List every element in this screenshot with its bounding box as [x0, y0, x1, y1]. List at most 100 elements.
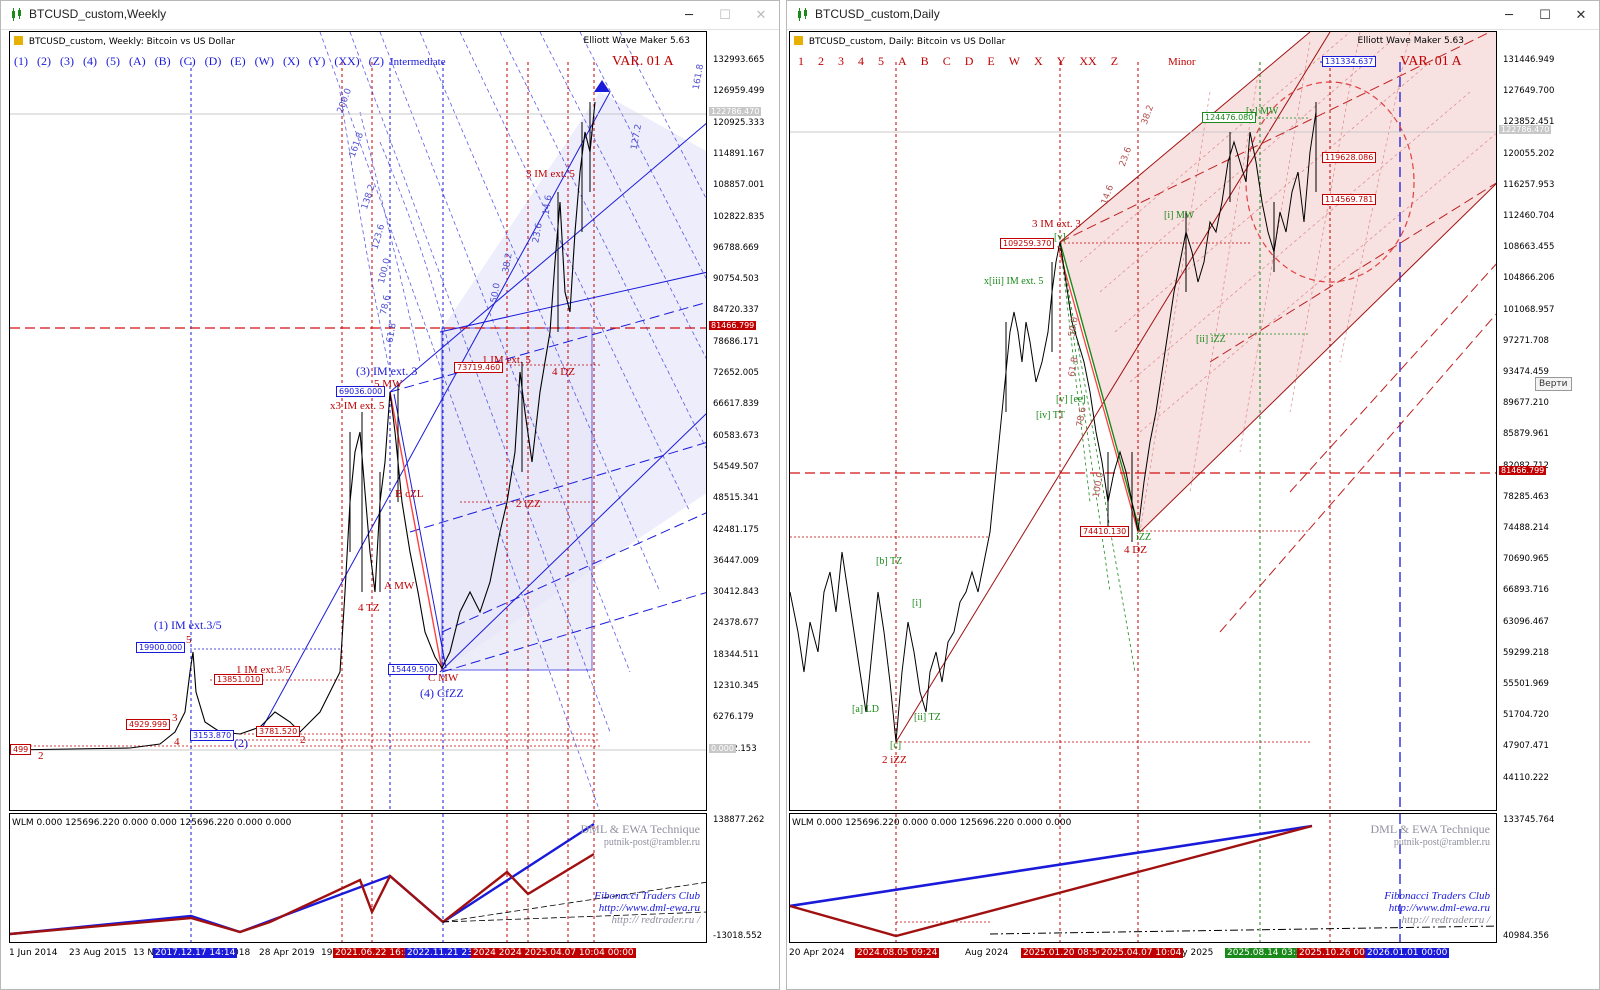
maximize-button[interactable]: ☐	[719, 7, 731, 23]
wave-label: iZZ	[1136, 532, 1151, 543]
wave-label: [i]	[912, 598, 922, 609]
price-tick: 108663.455	[1503, 242, 1555, 253]
price-box: 109259.370	[1000, 238, 1055, 249]
minimize-button[interactable]: ─	[685, 7, 693, 23]
credits-email: putnik-post@rambler.ru	[603, 837, 700, 848]
window-title: BTCUSD_custom,Daily	[815, 7, 940, 21]
wave-button[interactable]: W	[1008, 54, 1021, 68]
wave-label: C MW	[428, 672, 459, 684]
credits-block: DML & EWA Technique putnik-post@rambler.…	[1371, 822, 1490, 848]
wave-button[interactable]: (Z)	[368, 54, 384, 68]
wave-button[interactable]: X	[1034, 54, 1043, 68]
close-button[interactable]: ✕	[1575, 7, 1587, 23]
price-tick: 12310.345	[713, 681, 759, 691]
wave-buttons[interactable]: 1 2 3 4 5 A B C D E W X Y XX Z	[798, 54, 1118, 69]
wave-label: 4	[174, 736, 180, 748]
time-tag: 2021.06.22 16:55	[333, 948, 418, 958]
price-axis[interactable]: 131446.949 127649.700 123852.451 120055.202…	[1499, 31, 1569, 811]
wave-button[interactable]: 4	[858, 54, 864, 68]
tooltip: Верти	[1535, 377, 1572, 391]
wave-label: 2 iZZ	[882, 754, 907, 766]
current-price-tag: 122786.470	[709, 107, 762, 116]
price-tick: 63096.467	[1503, 616, 1549, 627]
daily-chart-canvas[interactable]	[790, 32, 1497, 811]
wave-button[interactable]: C	[942, 54, 951, 68]
wave-button[interactable]: (W)	[254, 54, 274, 68]
credits-fib: Fibonacci Traders Club	[594, 890, 700, 902]
daily-price-chart[interactable]: BTCUSD_custom, Daily: Bitcoin vs US Doll…	[789, 31, 1497, 811]
wave-label: [v] MW	[1246, 106, 1279, 117]
wave-button[interactable]: (D)	[204, 54, 222, 68]
wave-button[interactable]: D	[964, 54, 974, 68]
wave-button[interactable]: (5)	[106, 54, 120, 68]
wave-label: A MW	[384, 580, 415, 592]
credits-email: putnik-post@rambler.ru	[1393, 837, 1490, 848]
wave-button[interactable]: (1)	[14, 54, 28, 68]
window-titlebar[interactable]: BTCUSD_custom,Weekly ─ ☐ ✕	[1, 1, 779, 30]
wave-button[interactable]: Z	[1110, 54, 1119, 68]
wave-button[interactable]: 3	[838, 54, 844, 68]
daily-chart-window[interactable]: BTCUSD_custom,Daily ─ ☐ ✕	[786, 0, 1600, 990]
wlm-indicator-panel[interactable]: WLM 0.000 125696.220 0.000 0.000 125696.…	[9, 813, 707, 943]
time-label: May 2025	[1169, 948, 1214, 958]
time-tag: 2017.12.17 14:14	[153, 948, 238, 958]
wave-label: 4 DZ	[1124, 544, 1147, 556]
time-label: 13 N	[133, 948, 155, 958]
wave-button[interactable]: XX	[1079, 54, 1097, 68]
wave-button[interactable]: (2)	[37, 54, 51, 68]
price-tick: 112460.704	[1503, 211, 1555, 221]
wave-button[interactable]: Y	[1056, 54, 1066, 68]
price-box: 499	[10, 744, 32, 755]
window-title: BTCUSD_custom,Weekly	[29, 7, 167, 21]
wave-button[interactable]: A	[898, 54, 907, 68]
wave-button[interactable]: (X)	[283, 54, 300, 68]
wave-label: 1 IM ext.3/5	[236, 664, 291, 676]
price-tick: 51704.720	[1503, 710, 1549, 721]
wave-label: 1 IM ext. 5	[482, 354, 531, 366]
credits-url1[interactable]: http://www.dml-ewa.ru	[1388, 902, 1490, 914]
weekly-chart-canvas[interactable]	[10, 32, 707, 811]
wave-button[interactable]: 5	[878, 54, 884, 68]
wave-label: 2	[38, 750, 44, 762]
price-tick: 85879.961	[1503, 429, 1549, 440]
wave-button[interactable]: E	[987, 54, 995, 68]
credits-title: DML & EWA Technique	[1370, 822, 1490, 836]
window-titlebar[interactable]: BTCUSD_custom,Daily ─ ☐ ✕	[787, 1, 1599, 30]
weekly-chart-window[interactable]: BTCUSD_custom,Weekly ─ ☐ ✕	[0, 0, 780, 990]
price-box: 19900.000	[136, 642, 186, 653]
wave-button[interactable]: (E)	[230, 54, 246, 68]
price-tick: 55501.969	[1503, 679, 1549, 689]
time-label: 018	[233, 948, 251, 958]
price-tick: 116257.953	[1503, 179, 1555, 190]
price-axis[interactable]: 132993.665 126959.499 120925.333 114891.167…	[709, 31, 779, 811]
wave-button[interactable]: 2	[818, 54, 824, 68]
wave-button[interactable]: (A)	[129, 54, 146, 68]
minimize-button[interactable]: ─	[1505, 7, 1513, 23]
weekly-price-chart[interactable]: BTCUSD_custom, Weekly: Bitcoin vs US Dol…	[9, 31, 707, 811]
degree-label[interactable]: Intermediate	[390, 56, 446, 68]
wave-button[interactable]: B	[920, 54, 929, 68]
wave-button[interactable]: (XX)	[334, 54, 360, 68]
wave-buttons[interactable]: (1) (2) (3) (4) (5) (A) (B) (C) (D) (E) (W) (X) (Y) (…	[14, 54, 384, 69]
price-box: 13851.010	[214, 674, 264, 685]
credits-url2[interactable]: http:// redtrader.ru /	[1401, 914, 1490, 926]
degree-label[interactable]: Minor	[1168, 56, 1196, 68]
wave-button[interactable]: (3)	[60, 54, 74, 68]
price-tick: 127649.700	[1503, 86, 1555, 97]
time-axis[interactable]: 1 Jun 2014 23 Aug 2015 13 N 018 28 Apr 2019 1…	[9, 945, 707, 963]
wave-button[interactable]: (Y)	[308, 54, 326, 68]
price-box: 119628.086	[1322, 152, 1377, 163]
wlm-axis: 138877.262 -13018.552	[709, 813, 779, 943]
wave-button[interactable]: (4)	[83, 54, 97, 68]
wave-button[interactable]: 1	[798, 54, 804, 68]
wave-label: x[iii] IM ext. 5	[984, 276, 1044, 287]
credits-url1[interactable]: http://www.dml-ewa.ru	[598, 902, 700, 914]
maximize-button[interactable]: ☐	[1539, 7, 1551, 23]
wlm-indicator-panel[interactable]: WLM 0.000 125696.220 0.000 0.000 125696.…	[789, 813, 1497, 943]
credits-url2[interactable]: http:// redtrader.ru /	[611, 914, 700, 926]
wave-button[interactable]: (C)	[179, 54, 196, 68]
wave-button[interactable]: (B)	[154, 54, 171, 68]
close-button[interactable]: ✕	[755, 7, 767, 23]
credits-title: DML & EWA Technique	[580, 822, 700, 836]
